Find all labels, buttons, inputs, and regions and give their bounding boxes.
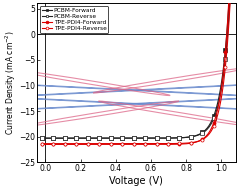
TPE-PDI4-Reverse [91, 143, 94, 145]
Y-axis label: Current Density (mA cm$^{-2}$): Current Density (mA cm$^{-2}$) [4, 30, 18, 135]
Legend: PCBM-Forward, PCBM-Reverse, TPE-PDI4-Forward, TPE-PDI4-Reverse: PCBM-Forward, PCBM-Reverse, TPE-PDI4-For… [40, 6, 109, 33]
TPE-PDI4-Reverse [221, 90, 224, 92]
Line: PCBM-Reverse: PCBM-Reverse [40, 0, 234, 140]
TPE-PDI4-Forward [48, 143, 51, 146]
PCBM-Forward [48, 137, 51, 139]
TPE-PDI4-Forward [91, 143, 94, 146]
PCBM-Reverse [221, 81, 224, 84]
Line: TPE-PDI4-Forward: TPE-PDI4-Forward [40, 0, 234, 146]
PCBM-Reverse [52, 137, 55, 139]
PCBM-Reverse [48, 137, 51, 139]
X-axis label: Voltage (V): Voltage (V) [109, 176, 163, 186]
Line: TPE-PDI4-Reverse: TPE-PDI4-Reverse [40, 0, 234, 145]
PCBM-Forward [76, 137, 79, 139]
TPE-PDI4-Reverse [52, 143, 55, 145]
PCBM-Forward [214, 109, 217, 111]
PCBM-Reverse [76, 137, 79, 139]
TPE-PDI4-Reverse [214, 120, 217, 122]
TPE-PDI4-Forward [221, 79, 224, 81]
PCBM-Forward [40, 137, 43, 139]
TPE-PDI4-Forward [40, 143, 43, 146]
PCBM-Reverse [91, 137, 94, 139]
TPE-PDI4-Forward [214, 115, 217, 118]
PCBM-Forward [91, 137, 94, 139]
TPE-PDI4-Reverse [76, 143, 79, 145]
TPE-PDI4-Reverse [48, 143, 51, 145]
PCBM-Reverse [214, 112, 217, 114]
Line: PCBM-Forward: PCBM-Forward [40, 0, 234, 140]
PCBM-Forward [221, 74, 224, 77]
TPE-PDI4-Forward [76, 143, 79, 146]
TPE-PDI4-Reverse [40, 143, 43, 145]
TPE-PDI4-Forward [52, 143, 55, 146]
PCBM-Reverse [40, 137, 43, 139]
PCBM-Forward [52, 137, 55, 139]
